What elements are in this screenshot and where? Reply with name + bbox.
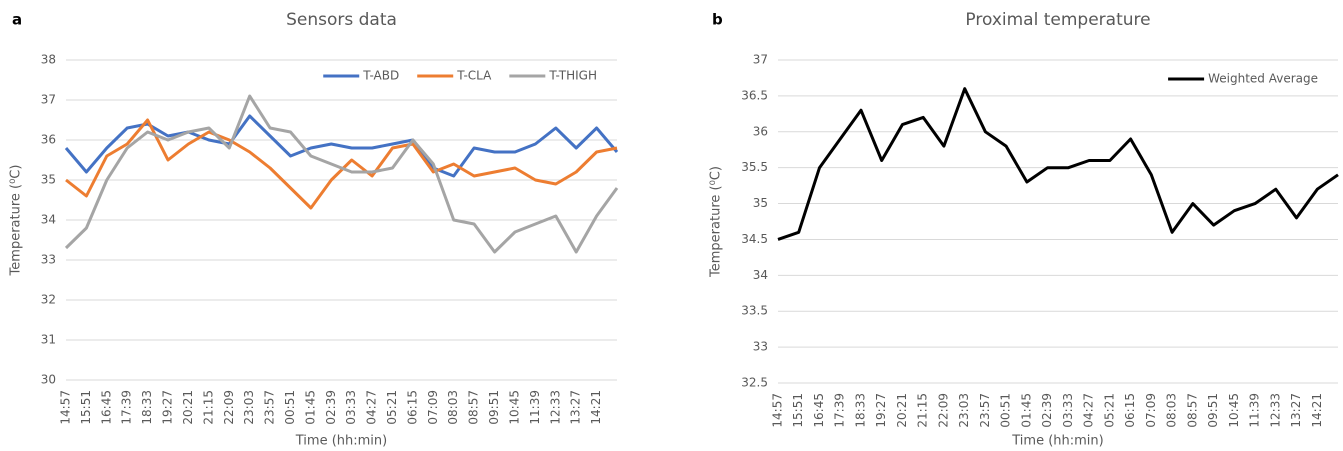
x-tick-label: 04:27 xyxy=(1082,393,1096,428)
data-line xyxy=(64,94,619,254)
y-axis-label: Temperature (⁰C) xyxy=(709,166,724,278)
x-tick-label: 07:09 xyxy=(426,390,440,425)
data-line xyxy=(777,87,1339,241)
x-tick-label: 09:51 xyxy=(1206,393,1220,428)
y-tick-label: 34 xyxy=(753,268,768,282)
legend-label: Weighted Average xyxy=(1208,72,1318,86)
x-tick-label: 14:57 xyxy=(59,390,73,425)
x-tick-label: 07:09 xyxy=(1144,393,1158,428)
x-tick-label: 23:57 xyxy=(978,393,992,428)
x-tick-label: 00:51 xyxy=(999,393,1013,428)
y-tick-label: 33.5 xyxy=(741,304,768,318)
chart-title: Sensors data xyxy=(286,10,397,30)
x-tick-label: 01:45 xyxy=(1019,393,1033,428)
x-tick-label: 10:45 xyxy=(507,390,521,425)
x-tick-label: 17:39 xyxy=(120,390,134,425)
x-tick-label: 00:51 xyxy=(283,390,297,425)
x-tick-label: 06:15 xyxy=(1123,393,1137,428)
y-axis-label: Temperature (⁰C) xyxy=(9,165,24,277)
x-tick-label: 16:45 xyxy=(812,393,826,428)
y-tick-label: 33 xyxy=(41,253,56,267)
x-tick-label: 22:09 xyxy=(936,393,950,428)
x-tick-label: 05:21 xyxy=(385,390,399,425)
x-tick-label: 02:39 xyxy=(324,390,338,425)
x-tick-label: 02:39 xyxy=(1040,393,1054,428)
x-tick-label: 11:39 xyxy=(528,390,542,425)
legend-label: T-THIGH xyxy=(548,69,597,83)
x-tick-label: 09:51 xyxy=(487,390,501,425)
data-line xyxy=(64,114,619,178)
x-tick-label: 20:21 xyxy=(895,393,909,428)
x-tick-label: 13:27 xyxy=(569,390,583,425)
y-tick-label: 32 xyxy=(41,293,56,307)
x-tick-label: 18:33 xyxy=(140,390,154,425)
panel-label: b xyxy=(712,11,723,29)
x-tick-label: 10:45 xyxy=(1227,393,1241,428)
x-tick-label: 11:39 xyxy=(1248,393,1262,428)
x-tick-label: 21:15 xyxy=(201,390,215,425)
x-tick-label: 18:33 xyxy=(853,393,867,428)
y-tick-label: 35 xyxy=(753,196,768,210)
x-tick-label: 15:51 xyxy=(791,393,805,428)
x-tick-label: 08:57 xyxy=(467,390,481,425)
x-tick-label: 08:03 xyxy=(1165,393,1179,428)
x-tick-label: 19:27 xyxy=(874,393,888,428)
y-tick-label: 36.5 xyxy=(741,88,768,102)
x-tick-label: 23:03 xyxy=(242,390,256,425)
x-tick-label: 17:39 xyxy=(833,393,847,428)
legend-label: T-ABD xyxy=(362,69,399,83)
y-tick-label: 35 xyxy=(41,173,56,187)
chart-title: Proximal temperature xyxy=(965,10,1150,30)
x-tick-label: 05:21 xyxy=(1102,393,1116,428)
legend-label: T-CLA xyxy=(456,69,492,83)
x-tick-label: 12:33 xyxy=(1268,393,1282,428)
x-tick-label: 04:27 xyxy=(365,390,379,425)
x-tick-label: 23:57 xyxy=(263,390,277,425)
x-axis-label: Time (hh:min) xyxy=(295,434,387,449)
y-tick-label: 36 xyxy=(41,133,56,147)
x-tick-label: 22:09 xyxy=(222,390,236,425)
x-tick-label: 12:33 xyxy=(548,390,562,425)
y-tick-label: 33 xyxy=(753,340,768,354)
x-tick-label: 03:33 xyxy=(1061,393,1075,428)
x-tick-label: 19:27 xyxy=(161,390,175,425)
x-tick-label: 03:33 xyxy=(344,390,358,425)
x-tick-label: 15:51 xyxy=(79,390,93,425)
x-tick-label: 06:15 xyxy=(405,390,419,425)
panel-label: a xyxy=(12,11,22,29)
x-tick-label: 21:15 xyxy=(916,393,930,428)
y-tick-label: 35.5 xyxy=(741,160,768,174)
x-tick-label: 23:03 xyxy=(957,393,971,428)
y-tick-label: 31 xyxy=(41,333,56,347)
x-tick-label: 13:27 xyxy=(1289,393,1303,428)
y-tick-label: 34.5 xyxy=(741,232,768,246)
x-tick-label: 14:21 xyxy=(1310,393,1324,428)
y-tick-label: 34 xyxy=(41,213,56,227)
x-tick-label: 20:21 xyxy=(181,390,195,425)
x-tick-label: 01:45 xyxy=(303,390,317,425)
y-tick-label: 37 xyxy=(41,93,56,107)
y-tick-label: 32.5 xyxy=(741,376,768,390)
y-tick-label: 38 xyxy=(41,53,56,67)
x-tick-label: 14:21 xyxy=(589,390,603,425)
x-axis-label: Time (hh:min) xyxy=(1011,434,1103,449)
x-tick-label: 16:45 xyxy=(99,390,113,425)
y-tick-label: 37 xyxy=(753,53,768,67)
x-tick-label: 14:57 xyxy=(771,393,785,428)
y-tick-label: 30 xyxy=(41,373,56,387)
x-tick-label: 08:57 xyxy=(1185,393,1199,428)
data-line xyxy=(65,118,618,210)
x-tick-label: 08:03 xyxy=(446,390,460,425)
y-tick-label: 36 xyxy=(753,124,768,138)
